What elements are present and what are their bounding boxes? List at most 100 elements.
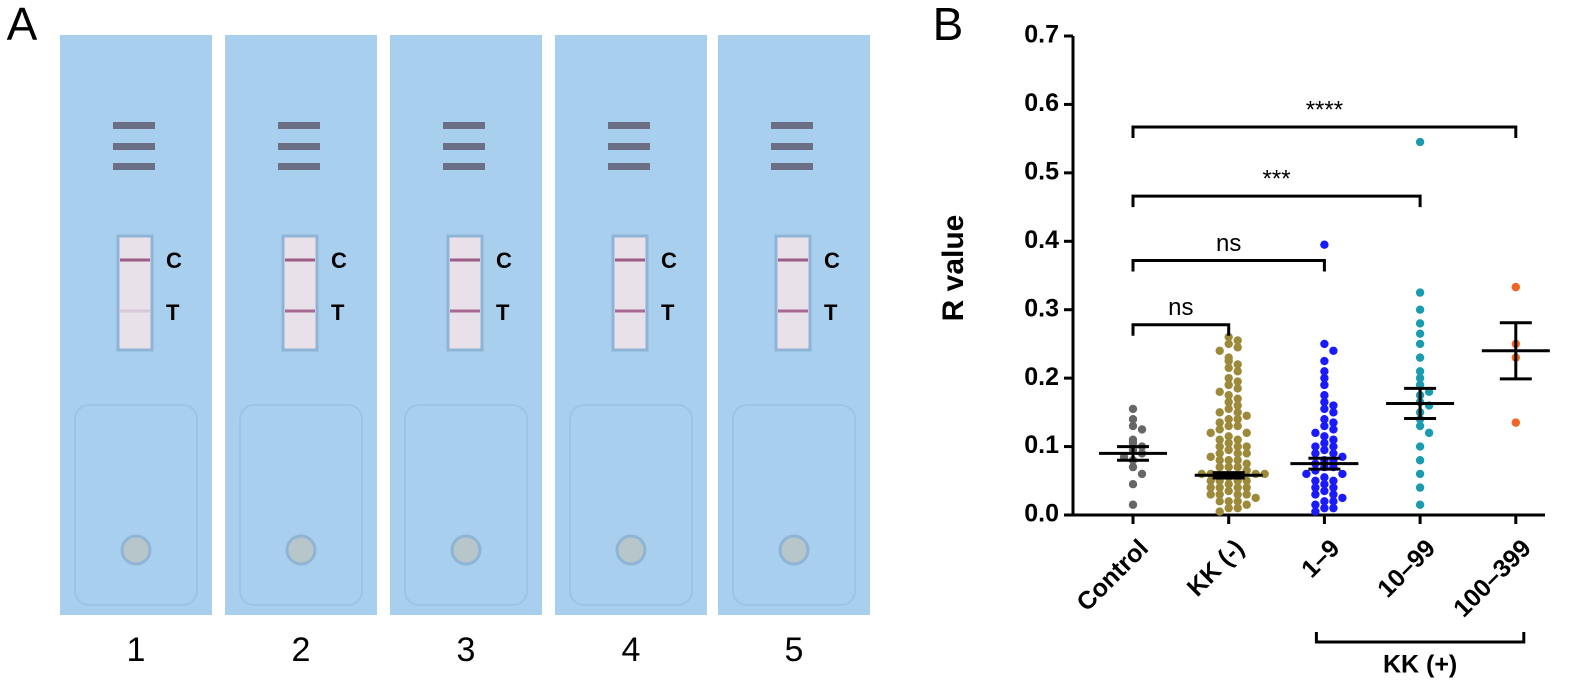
data-point [1329, 418, 1338, 427]
data-point [1215, 497, 1224, 506]
data-point [1233, 456, 1242, 465]
data-point [1233, 408, 1242, 417]
data-point [1128, 480, 1138, 489]
data-point [1215, 449, 1224, 458]
data-point [1206, 483, 1215, 492]
strip-pad [404, 404, 528, 606]
data-point [1224, 415, 1233, 424]
data-point [1242, 500, 1251, 509]
sample-well [450, 534, 482, 566]
test-label: T [166, 300, 180, 325]
data-point [1242, 483, 1251, 492]
data-point [1320, 503, 1329, 513]
data-point [1415, 373, 1425, 383]
data-point [1329, 476, 1338, 485]
data-point [1320, 480, 1329, 489]
vent [443, 163, 485, 170]
vent [771, 122, 813, 129]
sample-well [120, 534, 152, 566]
data-point [1224, 432, 1233, 441]
data-point [1224, 421, 1233, 431]
strip-number: 5 [785, 631, 804, 669]
data-point [1233, 449, 1242, 458]
control-label: C [661, 248, 677, 273]
test-label: T [496, 300, 510, 325]
strip-pad [239, 404, 363, 606]
x-tick-label: Control [1071, 534, 1154, 617]
data-point [1233, 462, 1242, 472]
data-point [1320, 473, 1329, 482]
data-point [1311, 449, 1320, 458]
result-window [446, 234, 484, 352]
strip-pad [569, 404, 693, 606]
y-tick-label: 0.4 [1024, 226, 1059, 254]
data-point [1224, 397, 1233, 407]
data-point [1233, 401, 1242, 410]
error-bar [1499, 321, 1532, 381]
significance-label: *** [1263, 165, 1291, 192]
panel-label: A [7, 0, 38, 50]
data-point [1415, 305, 1425, 314]
strip-number: 4 [622, 631, 641, 669]
data-point [1329, 490, 1338, 499]
data-point [1329, 401, 1338, 410]
data-point [1338, 493, 1347, 503]
data-point [1242, 449, 1251, 458]
x-tick-label: 100–399 [1448, 534, 1537, 623]
data-point [1224, 339, 1233, 349]
data-point [1215, 507, 1224, 516]
significance-bracket [1131, 258, 1326, 272]
data-point [1329, 497, 1338, 506]
control-label: C [496, 248, 512, 273]
y-tick-label: 0.7 [1024, 21, 1059, 49]
data-point [1302, 469, 1311, 479]
data-point [1206, 452, 1215, 462]
vent [278, 143, 320, 150]
group-label: KK (+) [1383, 651, 1457, 679]
vent [113, 122, 155, 129]
data-point [1320, 404, 1329, 414]
test-label: T [331, 300, 345, 325]
data-point [1320, 339, 1329, 349]
data-point [1320, 438, 1329, 448]
data-point [1415, 500, 1425, 509]
data-point [1320, 373, 1329, 383]
data-point [1415, 469, 1425, 479]
data-point [1224, 380, 1233, 390]
data-point [1511, 418, 1521, 427]
data-point [1329, 408, 1338, 417]
error-bar [1212, 471, 1245, 480]
data-point [1320, 497, 1329, 506]
data-point [1224, 391, 1233, 400]
data-point [1233, 384, 1242, 393]
data-point [1242, 428, 1251, 438]
y-tick-label: 0.1 [1024, 431, 1059, 459]
data-point [1329, 442, 1338, 451]
y-tick-label: 0.2 [1024, 363, 1059, 391]
data-point [1311, 442, 1320, 451]
data-point [1233, 336, 1242, 345]
data-point [1242, 442, 1251, 451]
data-point [1233, 435, 1242, 444]
data-point [1311, 483, 1320, 492]
data-point [1415, 483, 1425, 492]
data-point [1311, 507, 1320, 516]
data-point [1511, 282, 1521, 292]
strip-number: 2 [292, 631, 311, 669]
data-point [1233, 503, 1242, 513]
strip-photos: C T 1 C T 2 C T 3 C T 4 C T 5 [60, 35, 870, 669]
data-point [1329, 483, 1338, 492]
result-window [116, 234, 154, 352]
data-point [1224, 363, 1233, 373]
vent [278, 163, 320, 170]
data-point [1320, 356, 1329, 366]
data-point [1128, 500, 1138, 509]
result-window [611, 234, 649, 352]
sample-well [615, 534, 647, 566]
strip-number: 3 [457, 631, 476, 669]
significance-label: ns [1216, 230, 1241, 257]
data-point [1415, 339, 1425, 349]
data-point [1415, 442, 1425, 451]
data-point [1224, 456, 1233, 465]
